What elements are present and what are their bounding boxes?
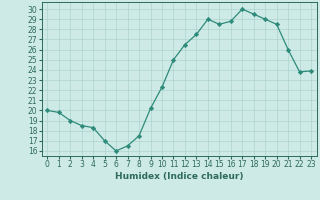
X-axis label: Humidex (Indice chaleur): Humidex (Indice chaleur) [115, 172, 244, 181]
